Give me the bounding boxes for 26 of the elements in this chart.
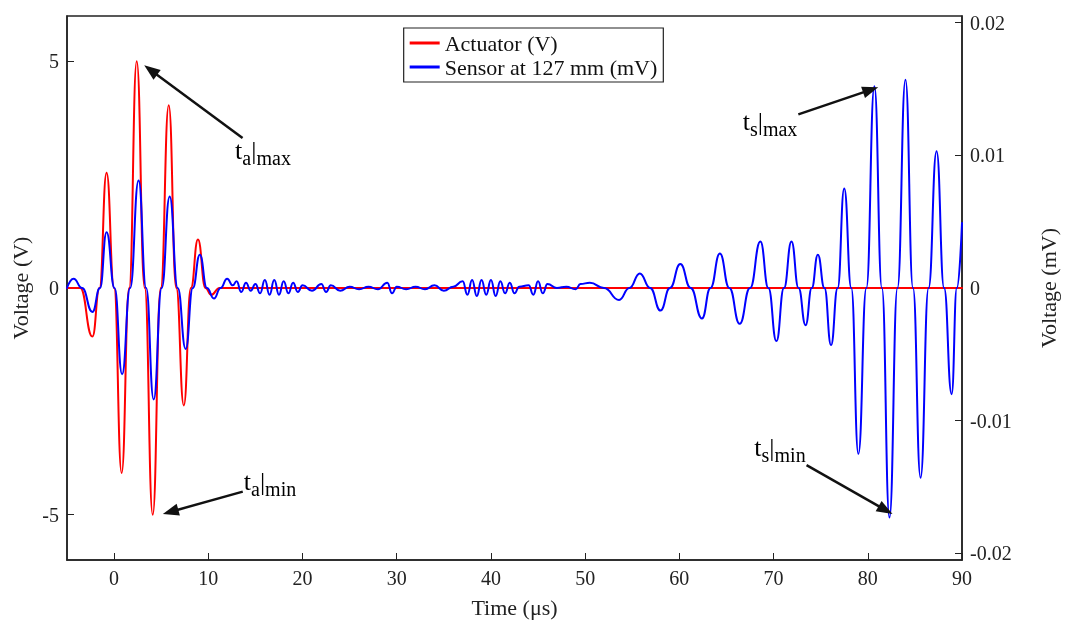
y2-axis-title: Voltage (mV) [1035, 228, 1061, 348]
x-tick-label: 30 [386, 567, 407, 589]
x-axis-title: Time (μs) [471, 594, 558, 620]
y-tick-label: -5 [42, 503, 59, 526]
y2-tick-label: 0 [970, 277, 980, 299]
y-tick-label: 5 [49, 50, 59, 73]
x-tick-label: 50 [575, 567, 596, 589]
legend-label: Actuator (V) [444, 30, 558, 56]
annotation: t$_{s}$|$_{min}$ [754, 432, 806, 468]
y-tick-label: 0 [49, 277, 59, 299]
x-tick-label: 20 [292, 567, 313, 589]
annotation: t$_{a}$|$_{max}$ [235, 135, 291, 171]
y2-tick-label: -0.01 [970, 409, 1012, 432]
y2-tick-label: 0.02 [970, 11, 1005, 34]
x-tick-label: 40 [480, 567, 501, 589]
annotation: t$_{a}$|$_{min}$ [243, 466, 297, 502]
x-tick-label: 0 [109, 567, 120, 589]
y-axis-title: Voltage (V) [7, 236, 33, 340]
x-tick-label: 60 [669, 567, 690, 589]
x-tick-label: 10 [198, 567, 219, 589]
x-tick-label: 90 [952, 567, 972, 589]
x-tick-label: 80 [857, 567, 878, 589]
annotation: t$_{s}$|$_{max}$ [742, 106, 798, 142]
x-tick-label: 70 [763, 567, 784, 589]
y2-tick-label: 0.01 [970, 144, 1005, 167]
y2-tick-label: -0.02 [970, 542, 1012, 565]
